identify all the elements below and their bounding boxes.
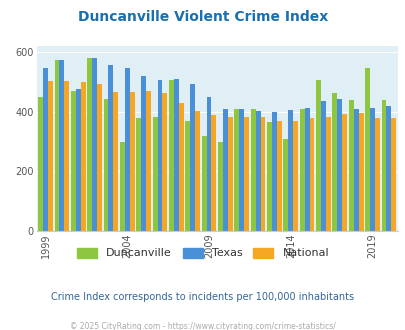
Bar: [152, 117, 157, 231]
Bar: [341, 114, 346, 231]
Bar: [146, 91, 151, 231]
Bar: [211, 115, 216, 231]
Bar: [38, 97, 43, 231]
Bar: [124, 68, 130, 231]
Bar: [320, 101, 325, 231]
Bar: [239, 109, 243, 231]
Bar: [325, 117, 330, 231]
Bar: [64, 81, 69, 231]
Bar: [353, 109, 358, 231]
Bar: [369, 108, 374, 231]
Bar: [190, 84, 195, 231]
Bar: [97, 84, 102, 231]
Bar: [206, 97, 211, 231]
Bar: [59, 60, 64, 231]
Legend: Duncanville, Texas, National: Duncanville, Texas, National: [77, 248, 328, 258]
Bar: [358, 113, 362, 231]
Bar: [266, 122, 271, 231]
Bar: [315, 81, 320, 231]
Text: © 2025 CityRating.com - https://www.cityrating.com/crime-statistics/: © 2025 CityRating.com - https://www.city…: [70, 322, 335, 330]
Bar: [71, 91, 76, 231]
Bar: [92, 57, 97, 231]
Bar: [374, 118, 379, 231]
Bar: [255, 111, 260, 231]
Bar: [54, 60, 59, 231]
Bar: [364, 68, 369, 231]
Bar: [222, 109, 227, 231]
Bar: [87, 58, 92, 231]
Bar: [168, 81, 173, 231]
Bar: [283, 139, 288, 231]
Bar: [185, 121, 190, 231]
Bar: [243, 117, 249, 231]
Bar: [157, 80, 162, 231]
Bar: [271, 112, 276, 231]
Bar: [103, 99, 108, 231]
Text: Duncanville Violent Crime Index: Duncanville Violent Crime Index: [78, 10, 327, 24]
Bar: [299, 109, 304, 231]
Bar: [250, 109, 255, 231]
Bar: [381, 100, 386, 231]
Bar: [288, 110, 292, 231]
Bar: [108, 65, 113, 231]
Bar: [276, 121, 281, 231]
Bar: [130, 92, 134, 231]
Bar: [390, 118, 395, 231]
Bar: [119, 142, 124, 231]
Bar: [76, 89, 81, 231]
Bar: [141, 76, 146, 231]
Bar: [113, 91, 118, 231]
Bar: [260, 117, 265, 231]
Bar: [234, 109, 239, 231]
Bar: [81, 82, 85, 231]
Bar: [309, 118, 314, 231]
Bar: [195, 111, 200, 231]
Bar: [162, 93, 167, 231]
Bar: [48, 81, 53, 231]
Bar: [332, 93, 337, 231]
Bar: [304, 108, 309, 231]
Bar: [43, 68, 48, 231]
Bar: [173, 79, 178, 231]
Bar: [178, 103, 183, 231]
Bar: [292, 121, 297, 231]
Bar: [227, 117, 232, 231]
Bar: [386, 106, 390, 231]
Bar: [217, 142, 222, 231]
Bar: [136, 118, 141, 231]
Bar: [337, 99, 341, 231]
Text: Crime Index corresponds to incidents per 100,000 inhabitants: Crime Index corresponds to incidents per…: [51, 292, 354, 302]
Bar: [348, 100, 353, 231]
Bar: [201, 136, 206, 231]
